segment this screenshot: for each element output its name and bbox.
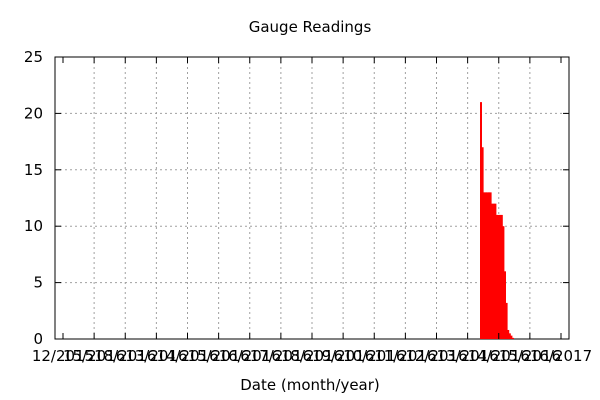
bar [502,226,505,339]
x-tick-label: 12/2016 [405,347,467,365]
x-axis-label: Date (month/year) [240,376,380,394]
bar [494,203,497,339]
x-tick-label: 16/2016 [219,347,281,365]
bars [480,102,514,340]
x-tick-label: 11/2016 [374,347,436,365]
bar [508,333,511,339]
y-tick-label: 20 [24,104,43,122]
x-axis: 12/201515/201618/201613/201614/201615/20… [32,57,592,365]
y-tick-label: 10 [24,217,43,235]
chart-title: Gauge Readings [249,18,372,36]
grid-lines [55,57,569,339]
bar [489,192,492,339]
x-tick-label: 15/2016 [187,347,249,365]
y-tick-label: 0 [33,330,43,348]
y-tick-label: 25 [24,48,43,66]
bar [497,214,500,339]
bar [507,329,510,339]
bar [488,192,490,339]
bar [505,302,508,339]
x-tick-label: 12/2015 [32,347,94,365]
bar [483,192,486,339]
x-tick-label: 18/2016 [94,347,156,365]
x-tick-label: 13/2016 [125,347,187,365]
bar [504,271,506,339]
x-tick-label: 16/2017 [530,347,592,365]
x-tick-label: 14/2016 [156,347,218,365]
x-tick-label: 10/2016 [343,347,405,365]
bar [496,214,498,339]
x-tick-label: 18/2016 [281,347,343,365]
bar [480,102,482,340]
x-tick-label: 15/2016 [63,347,125,365]
bar [500,214,503,339]
x-tick-label: 15/2016 [499,347,561,365]
bar [510,335,513,339]
y-tick-label: 15 [24,161,43,179]
x-tick-label: 19/2016 [312,347,374,365]
bar [512,337,514,339]
y-tick-label: 5 [33,274,43,292]
bar [484,192,487,339]
bar [481,147,484,339]
bar [492,203,495,339]
x-tick-label: 17/2016 [250,347,312,365]
bar [486,192,489,339]
x-tick-label: 13/2016 [436,347,498,365]
x-tick-label: 14/2016 [468,347,530,365]
bar [491,203,494,339]
bar [499,214,502,339]
y-axis: 0 5 10 15 20 25 [24,48,569,348]
